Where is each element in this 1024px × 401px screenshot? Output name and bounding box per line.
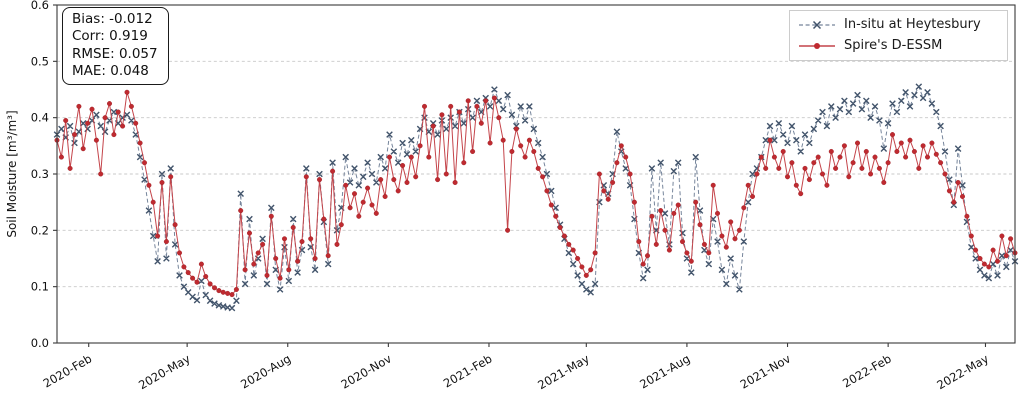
svg-text:2021-Nov: 2021-Nov (738, 351, 794, 391)
svg-text:2021-May: 2021-May (535, 351, 592, 392)
legend-label-spire: Spire's D-ESSM (844, 38, 943, 53)
svg-text:2022-Feb: 2022-Feb (840, 351, 894, 390)
svg-text:2020-Nov: 2020-Nov (338, 351, 394, 391)
spire-solid-dot-marker-icon (799, 42, 835, 49)
svg-text:2021-Feb: 2021-Feb (441, 351, 495, 390)
svg-text:2020-Feb: 2020-Feb (41, 351, 95, 390)
svg-text:0.5: 0.5 (31, 54, 49, 68)
stat-corr: Corr: 0.919 (72, 28, 148, 45)
svg-text:0.0: 0.0 (31, 336, 49, 350)
stats-box: Bias: -0.012 Corr: 0.919 RMSE: 0.057 MAE… (62, 7, 169, 86)
stat-rmse: RMSE: 0.057 (72, 45, 158, 62)
svg-text:0.1: 0.1 (31, 280, 49, 294)
svg-text:Soil Moisture [m³/m³]: Soil Moisture [m³/m³] (5, 110, 19, 237)
svg-text:0.3: 0.3 (31, 167, 49, 181)
legend-row-insitu: In-situ at Heytesbury (798, 14, 1001, 35)
svg-text:0.4: 0.4 (31, 111, 49, 125)
svg-text:0.6: 0.6 (31, 0, 49, 12)
legend-row-spire: Spire's D-ESSM (798, 35, 1001, 56)
svg-text:2022-May: 2022-May (934, 351, 991, 392)
stat-bias: Bias: -0.012 (72, 11, 153, 27)
legend: In-situ at Heytesbury Spire's D-ESSM (789, 10, 1008, 61)
svg-text:2021-Aug: 2021-Aug (637, 351, 692, 391)
legend-label-insitu: In-situ at Heytesbury (844, 17, 981, 32)
insitu-dashed-x-marker-icon (799, 20, 835, 29)
svg-text:2020-Aug: 2020-Aug (238, 351, 293, 391)
svg-text:0.2: 0.2 (31, 223, 49, 237)
svg-text:2020-May: 2020-May (136, 351, 193, 392)
stat-mae: MAE: 0.048 (72, 62, 149, 79)
